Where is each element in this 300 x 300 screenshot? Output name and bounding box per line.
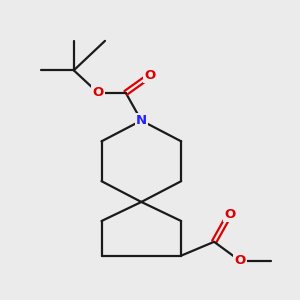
Text: O: O: [224, 208, 235, 220]
Text: O: O: [144, 69, 156, 82]
Text: N: N: [136, 114, 147, 127]
Text: O: O: [234, 254, 246, 267]
Text: O: O: [92, 86, 104, 99]
